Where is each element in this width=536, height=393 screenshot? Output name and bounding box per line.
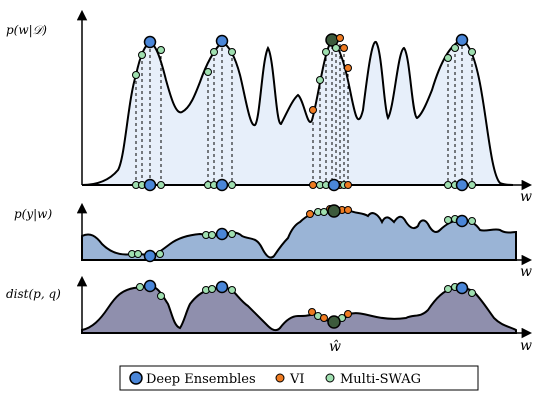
predictive-xlabel: w [520, 264, 532, 280]
posterior-ylabel: p(w|𝒟) [6, 23, 47, 37]
distance-points [136, 279, 476, 329]
legend-deep-ensembles-marker [129, 371, 143, 385]
legend-vi-marker [275, 373, 285, 383]
projection-lines [135, 38, 473, 185]
predictive-points [128, 204, 476, 263]
predictive-ylabel: p(y|w) [14, 207, 52, 221]
posterior-curve [81, 38, 514, 186]
legend-multi-swag-label: Multi-SWAG [340, 372, 421, 387]
posterior-panel: p(w|𝒟) w [6, 9, 533, 205]
legend-multi-swag-marker [325, 373, 335, 383]
distance-ylabel: dist(p, q) [6, 287, 61, 301]
distance-area [81, 285, 517, 334]
distance-xlabel: w [520, 338, 532, 354]
predictive-panel: p(y|w) w [14, 202, 533, 280]
posterior-axis-points [132, 178, 476, 192]
legend-vi-label: VI [289, 372, 305, 387]
distance-panel: dist(p, q) w ŵ [6, 275, 533, 355]
posterior-xlabel: w [520, 189, 532, 205]
legend-deep-ensembles-label: Deep Ensembles [146, 372, 256, 387]
w-hat-marker: ŵ [329, 339, 341, 355]
posterior-curve-points [132, 33, 476, 114]
legend: Deep Ensembles VI Multi-SWAG [119, 365, 479, 391]
